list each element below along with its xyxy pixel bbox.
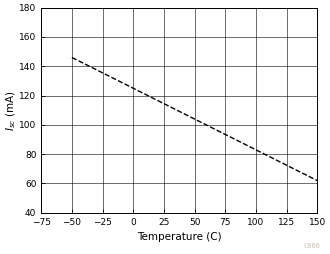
Text: C006: C006 (303, 243, 320, 249)
X-axis label: Temperature (C): Temperature (C) (137, 232, 221, 242)
Y-axis label: $I_{sc}$ (mA): $I_{sc}$ (mA) (4, 90, 18, 131)
